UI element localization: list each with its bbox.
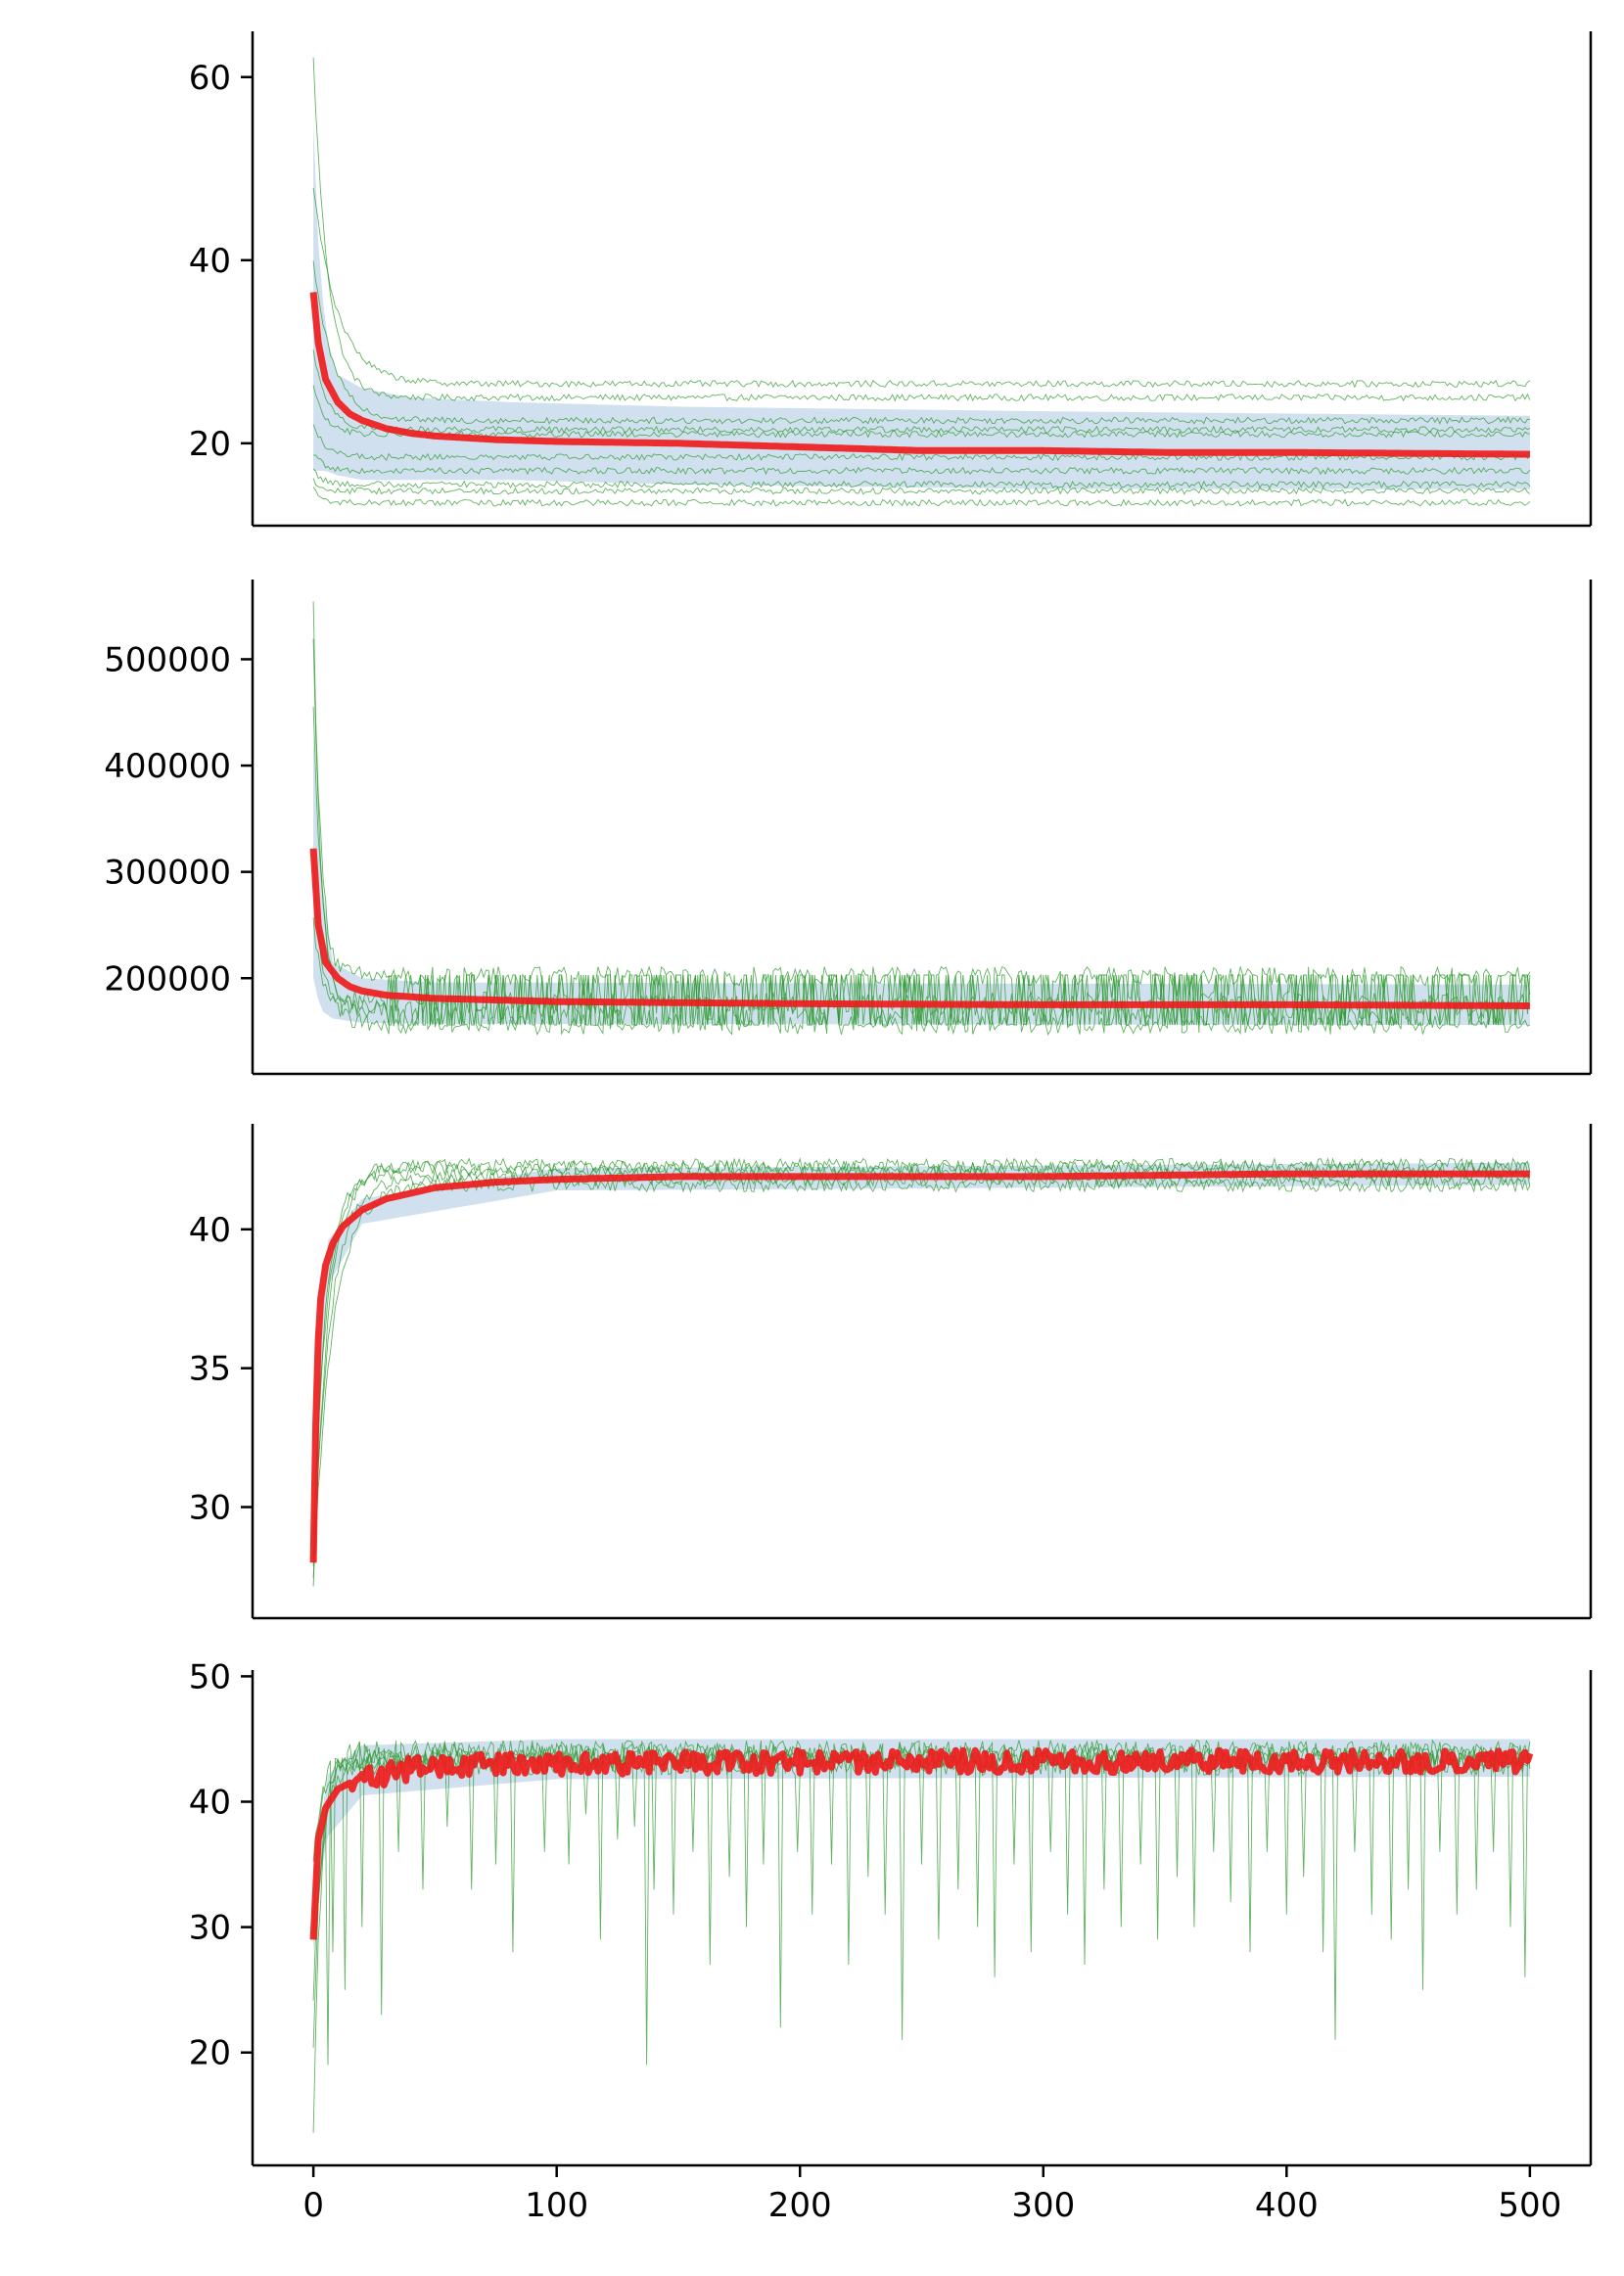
run-line [312, 478, 1531, 495]
x-tick-label: 500 [1498, 2186, 1561, 2225]
y-tick-label: 40 [189, 1784, 231, 1823]
x-tick-label: 0 [302, 2186, 324, 2225]
y-tick-label: 40 [189, 242, 231, 281]
run-line [312, 424, 1531, 462]
run-line [312, 260, 1530, 425]
y-tick-label: 60 [189, 59, 231, 98]
run-line [312, 1748, 1531, 2066]
mean-line [309, 848, 1531, 1009]
panel-3-psnr: 30 35 40 [189, 1124, 1593, 1620]
y-tick-label: 50 [189, 1657, 231, 1696]
run-line [312, 349, 1531, 435]
run-line [312, 487, 1531, 507]
panel-2-large-values: 200000 300000 400000 500000 [104, 580, 1593, 1076]
run-line [312, 638, 1531, 1026]
panel-4-psnr-noisy: 20 30 40 50 [189, 1657, 1593, 2167]
mean-line [309, 1746, 1534, 1940]
run-line [312, 1171, 1531, 1566]
run-line [312, 1739, 1531, 2133]
y-tick-label: 200000 [104, 959, 231, 999]
run-line [312, 468, 1531, 489]
mean-line [309, 292, 1531, 458]
y-tick-label: 20 [189, 425, 231, 464]
std-band [313, 122, 1530, 489]
x-tick-label: 200 [768, 2186, 832, 2225]
x-axis-ticks: 0 100 200 300 400 500 [302, 2165, 1561, 2225]
panel-1-cost: 20 40 60 [189, 31, 1593, 528]
x-tick-label: 100 [525, 2186, 588, 2225]
y-tick-label: 300000 [104, 854, 231, 893]
y-tick-label: 40 [189, 1211, 231, 1250]
run-line [312, 188, 1531, 389]
run-line [312, 57, 1531, 402]
y-tick-label: 30 [189, 1909, 231, 1948]
run-line [312, 1745, 1531, 2066]
run-line [312, 1159, 1531, 1587]
run-line [312, 1157, 1531, 1537]
std-band [313, 1162, 1530, 1591]
y-tick-label: 400000 [104, 747, 231, 786]
x-tick-label: 400 [1255, 2186, 1319, 2225]
mean-line [309, 1170, 1531, 1563]
y-tick-label: 30 [189, 1489, 231, 1528]
run-line [312, 385, 1530, 439]
run-line [312, 857, 1531, 1026]
y-tick-label: 35 [189, 1350, 231, 1389]
run-line [312, 1165, 1531, 1555]
run-line [312, 1176, 1531, 1578]
y-tick-label: 500000 [104, 640, 231, 679]
x-tick-label: 300 [1011, 2186, 1075, 2225]
run-line [312, 601, 1531, 1026]
run-line [312, 1751, 1531, 1862]
y-tick-label: 20 [189, 2034, 231, 2073]
run-line [313, 454, 1531, 476]
